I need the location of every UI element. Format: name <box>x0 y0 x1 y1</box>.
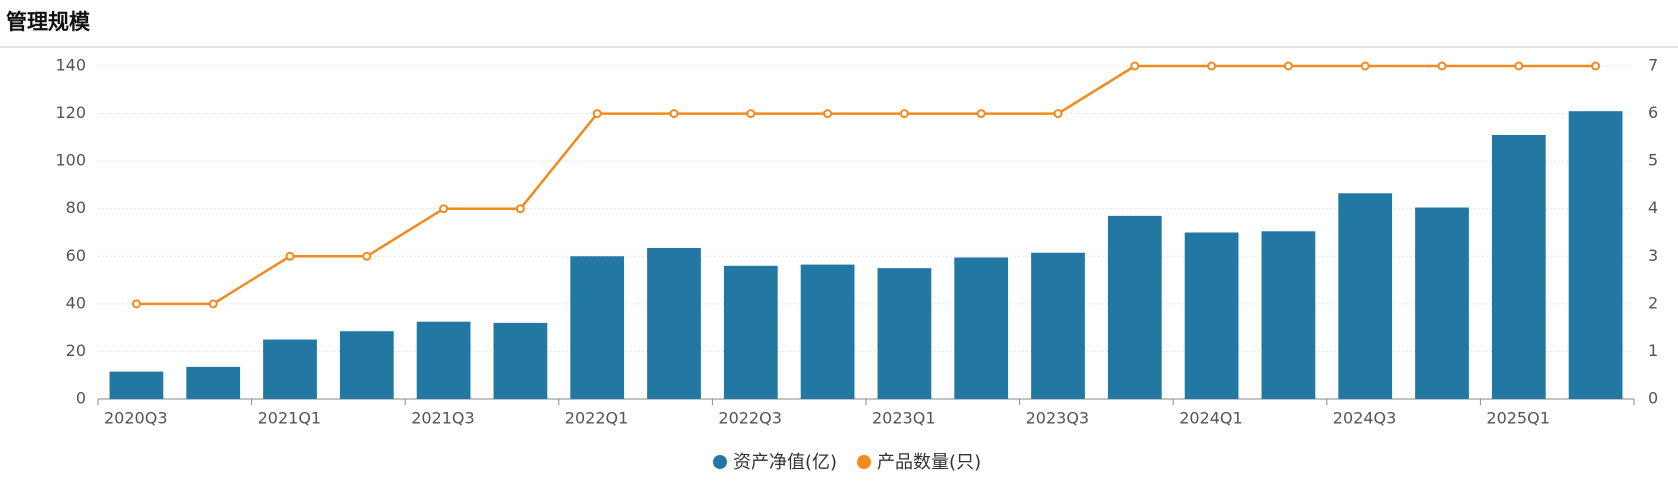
line-point <box>208 299 218 309</box>
x-tick-label: 2024Q1 <box>1179 409 1243 428</box>
bar <box>1031 252 1085 399</box>
line-point <box>1514 61 1524 71</box>
x-tick-label: 2022Q1 <box>565 409 629 428</box>
line-point <box>1591 61 1601 71</box>
bar <box>1261 231 1316 399</box>
bar <box>1184 232 1239 399</box>
x-tick-label: 2022Q3 <box>718 409 782 428</box>
x-tick-label: 2021Q1 <box>258 409 322 428</box>
bar <box>1415 207 1469 399</box>
bar <box>877 268 932 399</box>
x-tick-label: 2023Q1 <box>872 409 936 428</box>
y2-tick-label: 3 <box>1648 246 1658 265</box>
line-point <box>592 109 602 119</box>
x-tick-label: 2020Q3 <box>104 409 168 428</box>
line-point <box>976 109 986 119</box>
y2-tick-label: 7 <box>1648 56 1658 75</box>
line-point <box>362 251 372 261</box>
y-tick-label: 120 <box>55 103 86 122</box>
line-point <box>669 109 679 119</box>
y2-tick-label: 4 <box>1648 198 1658 217</box>
bar <box>1568 111 1623 399</box>
bar <box>1491 134 1546 399</box>
line-point <box>1053 109 1063 119</box>
y2-tick-label: 6 <box>1648 103 1658 122</box>
line-point <box>1207 61 1217 71</box>
line-point <box>285 251 295 261</box>
bar <box>416 321 471 399</box>
line-point <box>899 109 909 119</box>
bar <box>109 371 164 399</box>
y2-tick-label: 2 <box>1648 293 1658 312</box>
legend-label: 产品数量(只) <box>877 452 981 473</box>
y-tick-label: 140 <box>55 56 86 75</box>
y-tick-label: 0 <box>76 389 86 408</box>
bar <box>800 264 855 399</box>
line-point <box>1283 61 1293 71</box>
bar <box>1107 215 1162 399</box>
x-tick-label: 2025Q1 <box>1486 409 1550 428</box>
y-tick-label: 60 <box>66 246 86 265</box>
line-point <box>515 204 525 214</box>
x-tick-label: 2023Q3 <box>1026 409 1090 428</box>
line <box>136 64 1596 306</box>
bar <box>570 256 625 399</box>
line-point <box>1130 61 1140 71</box>
legend-marker <box>857 455 872 469</box>
line-point <box>439 204 449 214</box>
legend-marker <box>713 455 727 469</box>
y-tick-label: 20 <box>66 341 86 360</box>
y-tick-label: 80 <box>66 198 86 217</box>
x-tick-label: 2024Q3 <box>1333 409 1397 428</box>
y-tick-label: 100 <box>55 151 86 170</box>
bar <box>954 257 1009 399</box>
y2-tick-label: 5 <box>1648 151 1658 170</box>
y-tick-label: 40 <box>66 293 86 312</box>
chart-title: 管理规模 <box>6 10 91 34</box>
line-point <box>131 299 141 309</box>
bar <box>263 339 317 399</box>
line-point <box>823 109 833 119</box>
x-tick-label: 2021Q3 <box>411 409 475 428</box>
line-point <box>746 109 756 119</box>
bar <box>493 322 548 399</box>
line-point <box>1360 61 1370 71</box>
bar <box>339 331 394 399</box>
bar <box>647 247 701 399</box>
y2-tick-label: 1 <box>1648 341 1658 360</box>
bar <box>1338 193 1393 399</box>
y2-tick-label: 0 <box>1648 389 1658 408</box>
line-point <box>1437 61 1447 71</box>
bar <box>723 265 778 399</box>
bar <box>186 366 241 399</box>
legend-label: 资产净值(亿) <box>733 452 837 473</box>
